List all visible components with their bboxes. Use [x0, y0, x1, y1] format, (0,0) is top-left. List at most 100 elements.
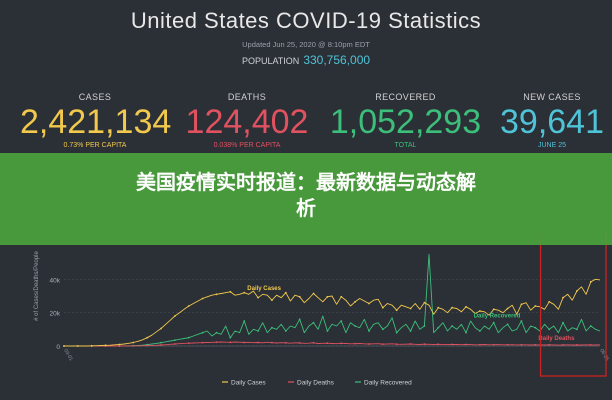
data-point: [229, 290, 232, 293]
data-point: [160, 344, 162, 346]
data-point: [451, 306, 454, 309]
data-point: [478, 343, 481, 346]
data-point: [437, 326, 440, 329]
data-point: [173, 315, 176, 317]
data-point: [201, 331, 204, 334]
data-point: [395, 309, 398, 312]
data-point: [354, 342, 357, 345]
data-point: [132, 341, 135, 344]
data-point: [381, 343, 384, 346]
data-point: [326, 330, 329, 332]
data-point: [465, 305, 467, 308]
data-point: [201, 341, 204, 344]
data-point: [562, 321, 564, 324]
data-point: [229, 336, 232, 339]
data-point: [257, 296, 259, 299]
data-point: [354, 325, 357, 327]
data-point: [548, 328, 551, 331]
data-point: [423, 301, 426, 304]
stat-label: DEATHS: [227, 92, 267, 102]
x-tick-label: 06-25: [598, 348, 610, 362]
y-tick-label: 40k: [50, 277, 61, 284]
series-annotation: Daily Recovered: [474, 314, 521, 320]
data-point: [146, 336, 149, 339]
data-point: [63, 345, 65, 347]
data-point: [409, 343, 412, 345]
population-value: 330,756,000: [303, 53, 371, 67]
stat-recovered: RECOVERED 1,052,293 TOTAL: [318, 92, 493, 149]
data-point: [312, 341, 315, 344]
data-point: [520, 303, 523, 306]
data-point: [478, 310, 481, 312]
legend-label: Daily Recovered: [364, 380, 412, 387]
data-point: [173, 343, 176, 345]
data-point: [368, 330, 370, 332]
data-point: [215, 341, 218, 344]
data-point: [90, 344, 93, 347]
data-point: [381, 306, 384, 309]
data-point: [589, 325, 592, 327]
stat-sub: 0.73% PER CAPITA: [63, 142, 127, 149]
legend-label: Daily Deaths: [297, 380, 335, 387]
data-point: [548, 343, 551, 346]
data-point: [492, 321, 495, 324]
data-point: [368, 343, 370, 345]
data-point: [534, 305, 537, 307]
data-point: [312, 321, 315, 324]
data-point: [575, 344, 578, 346]
data-point: [298, 318, 301, 321]
data-point: [284, 341, 287, 344]
data-point: [562, 296, 564, 299]
banner-line-1: 美国疫情实时报道：最新数据与动态解: [136, 172, 476, 194]
data-point: [132, 344, 135, 347]
series-line-daily-cases: [64, 278, 601, 347]
data-point: [340, 342, 343, 345]
stat-label: RECOVERED: [375, 92, 436, 102]
data-point: [409, 307, 412, 310]
data-point: [257, 330, 259, 332]
data-point: [271, 341, 273, 344]
data-point: [478, 330, 481, 332]
daily-stats-chart: DAILY INFECTION STATS OVER TIMEUnited St…: [34, 230, 610, 387]
stat-value: 39,641: [500, 103, 604, 141]
data-point: [298, 295, 301, 298]
x-tick-label: 03-01: [62, 348, 74, 362]
data-point: [326, 342, 329, 345]
data-point: [160, 327, 162, 330]
stat-label: CASES: [78, 92, 112, 102]
data-point: [118, 345, 121, 347]
data-point: [76, 345, 79, 347]
data-point: [534, 326, 537, 329]
data-point: [437, 343, 440, 346]
data-point: [492, 343, 495, 346]
stat-new-cases: NEW CASES 39,641 JUNE 25: [492, 92, 612, 149]
stat-sub: JUNE 25: [537, 142, 566, 149]
data-point: [423, 343, 426, 346]
data-point: [575, 328, 578, 331]
highlight-box: [539, 230, 607, 377]
data-point: [437, 306, 440, 309]
data-point: [589, 344, 592, 346]
data-point: [465, 331, 467, 334]
data-point: [187, 342, 190, 345]
data-point: [520, 320, 523, 322]
series-annotation: Daily Cases: [247, 286, 281, 292]
data-point: [118, 343, 121, 346]
data-point: [340, 320, 343, 322]
data-point: [451, 343, 454, 346]
data-point: [575, 290, 578, 292]
banner-headline: 美国疫情实时报道：最新数据与动态解 析: [0, 170, 612, 222]
data-point: [423, 325, 426, 327]
data-point: [451, 325, 454, 327]
page-title: United States COVID-19 Statistics: [130, 8, 482, 33]
data-point: [465, 343, 467, 346]
data-point: [146, 344, 149, 347]
series-annotation: Daily Deaths: [538, 336, 575, 342]
series-line-daily-deaths: [64, 341, 601, 347]
data-point: [271, 299, 273, 302]
data-point: [506, 307, 509, 310]
data-point: [381, 328, 384, 331]
stat-deaths: DEATHS 124,402 0.038% PER CAPITA: [172, 92, 322, 149]
data-point: [284, 330, 287, 332]
stat-label: NEW CASES: [523, 92, 581, 102]
